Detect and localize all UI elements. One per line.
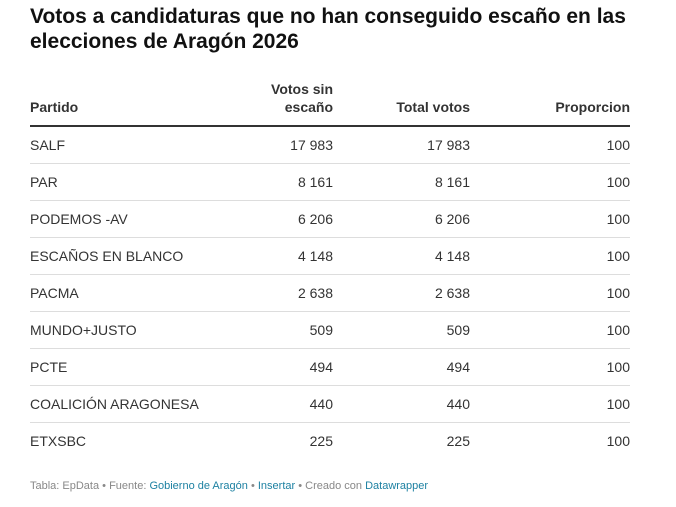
table-row: COALICIÓN ARAGONESA 440 440 100 bbox=[30, 385, 630, 423]
cell-partido: PCTE bbox=[30, 348, 230, 386]
cell-votos-sin-escano: 225 bbox=[309, 433, 333, 449]
cell-partido: PODEMOS -AV bbox=[30, 200, 230, 238]
source-link[interactable]: Gobierno de Aragón bbox=[149, 480, 248, 492]
table-row: ETXSBC 225 225 100 bbox=[30, 423, 630, 460]
cell-total-votos: 440 bbox=[333, 385, 470, 423]
cell-partido: PACMA bbox=[30, 274, 230, 312]
header-row: Partido Votos sin escaño Total votos Pro… bbox=[30, 80, 630, 127]
cell-votos-sin-escano: 6 206 bbox=[230, 200, 333, 238]
cell-partido: COALICIÓN ARAGONESA bbox=[30, 385, 230, 423]
cell-votos-sin-escano: 17 983 bbox=[230, 126, 333, 164]
table-row: PODEMOS -AV 6 206 6 206 100 bbox=[30, 200, 630, 238]
cell-votos-sin-escano: 494 bbox=[230, 348, 333, 386]
footer-table-credit: Tabla: EpData bbox=[30, 480, 100, 492]
data-table: Partido Votos sin escaño Total votos Pro… bbox=[30, 80, 630, 459]
col-header-partido[interactable]: Partido bbox=[30, 80, 230, 127]
cell-votos-sin-escano: 2 638 bbox=[230, 274, 333, 312]
cell-votos-sin-escano: 4 148 bbox=[230, 237, 333, 275]
table-row: MUNDO+JUSTO 509 509 100 bbox=[30, 311, 630, 349]
footer-sep: • bbox=[247, 480, 258, 492]
cell-partido: PAR bbox=[30, 163, 230, 201]
cell-total-votos: 17 983 bbox=[333, 126, 470, 164]
chart-title: Votos a candidaturas que no han consegui… bbox=[30, 5, 626, 53]
cell-proporcion: 100 bbox=[470, 385, 630, 423]
table-row: ESCAÑOS EN BLANCO 4 148 4 148 100 bbox=[30, 237, 630, 275]
cell-proporcion: 100 bbox=[470, 311, 630, 349]
cell-votos-sin-escano: 509 bbox=[230, 311, 333, 349]
cell-votos-sin-escano: 8 161 bbox=[230, 163, 333, 201]
cell-proporcion: 100 bbox=[470, 348, 630, 386]
cell-proporcion: 100 bbox=[470, 274, 630, 312]
cell-proporcion: 100 bbox=[470, 237, 630, 275]
col-header-votos-sin-escano[interactable]: Votos sin escaño bbox=[271, 81, 333, 115]
col-header-total-votos[interactable]: Total votos bbox=[333, 80, 470, 127]
cell-partido: MUNDO+JUSTO bbox=[30, 311, 230, 349]
cell-partido: SALF bbox=[30, 126, 230, 164]
cell-total-votos: 6 206 bbox=[333, 200, 470, 238]
footer-sep: • bbox=[298, 480, 306, 492]
embed-link[interactable]: Insertar bbox=[257, 480, 296, 492]
cell-partido: ESCAÑOS EN BLANCO bbox=[30, 237, 230, 275]
cell-total-votos: 4 148 bbox=[333, 237, 470, 275]
table-row: PACMA 2 638 2 638 100 bbox=[30, 274, 630, 312]
footer: Tabla: EpData • Fuente: Gobierno de Arag… bbox=[30, 480, 428, 492]
cell-proporcion: 100 bbox=[470, 163, 630, 201]
cell-proporcion: 100 bbox=[470, 200, 630, 238]
footer-source-label: Fuente: bbox=[109, 480, 150, 492]
cell-total-votos: 509 bbox=[333, 311, 470, 349]
cell-proporcion: 100 bbox=[606, 433, 630, 449]
cell-proporcion: 100 bbox=[470, 126, 630, 164]
table-row: SALF 17 983 17 983 100 bbox=[30, 126, 630, 164]
col-header-proporcion[interactable]: Proporcion bbox=[470, 80, 630, 127]
footer-sep: • bbox=[99, 480, 110, 492]
datawrapper-link[interactable]: Datawrapper bbox=[365, 480, 429, 492]
cell-total-votos: 8 161 bbox=[333, 163, 470, 201]
cell-votos-sin-escano: 440 bbox=[230, 385, 333, 423]
cell-partido: ETXSBC bbox=[30, 433, 87, 449]
cell-total-votos: 225 bbox=[446, 433, 470, 449]
cell-total-votos: 494 bbox=[333, 348, 470, 386]
table-row: PAR 8 161 8 161 100 bbox=[30, 163, 630, 201]
cell-total-votos: 2 638 bbox=[333, 274, 470, 312]
table-row: PCTE 494 494 100 bbox=[30, 348, 630, 386]
footer-created-label: Creado con bbox=[305, 480, 366, 492]
